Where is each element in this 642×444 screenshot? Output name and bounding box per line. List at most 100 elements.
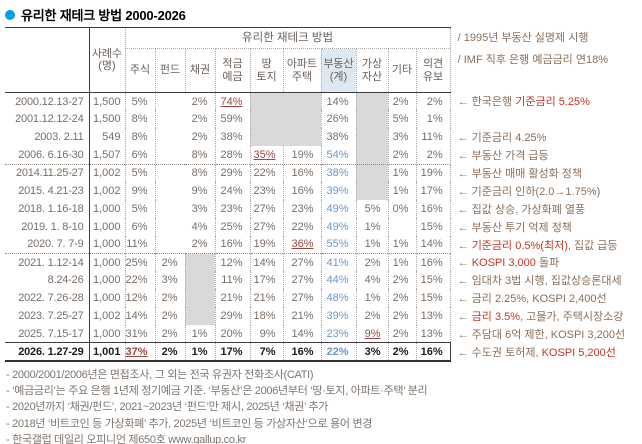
survey-date: 2019. 1. 8-10	[21, 220, 84, 233]
value-cell: 21%	[214, 289, 250, 308]
not-asked-cell	[355, 181, 388, 200]
value-cell: 15%	[415, 289, 451, 308]
value-cell: 2%	[355, 307, 388, 326]
not-asked-cell	[355, 163, 388, 182]
survey-date: 2018. 1.16-18	[18, 202, 84, 215]
value-cell: 2%	[154, 92, 215, 111]
value-cell: 14%	[282, 325, 321, 343]
value-cell: 1%	[184, 325, 215, 343]
value-cell: 3%	[154, 271, 185, 290]
column-header-4: 적금 예금	[214, 48, 250, 93]
not-asked-cell	[355, 146, 388, 165]
value-cell: 24%	[214, 181, 250, 200]
value-cell: 26%	[320, 110, 356, 129]
value-cell: 0%	[387, 199, 416, 218]
value-cell: 16%	[282, 163, 321, 182]
value-cell: 11%	[214, 271, 250, 290]
column-header-1: 주식	[124, 48, 155, 93]
not-asked-cell	[249, 92, 321, 111]
column-header-6: 아파트 주택	[282, 48, 321, 93]
sample-size: 1,000	[88, 253, 125, 272]
footnote: - 한국갤럽 데일리 오피니언 제650호 www.gallup.co.kr	[6, 434, 246, 444]
annotation-text: ←	[457, 311, 472, 324]
column-header-8: 가상 자산	[355, 48, 388, 93]
value-cell: 1%	[387, 181, 416, 200]
value-cell: 27%	[282, 253, 321, 272]
value-cell: 6%	[124, 217, 155, 236]
value-cell: 28%	[214, 146, 250, 165]
bullet-icon	[5, 9, 15, 20]
row-annotation: ← 수도권 토허제, KOSPI 5,200선	[449, 342, 641, 361]
value-cell: 1%	[387, 253, 416, 272]
value-cell: 3%	[154, 199, 215, 218]
page-title: 유리한 재테크 방법 2000-2026	[0, 0, 642, 27]
value-cell: 22%	[320, 342, 356, 362]
table-row: 2026. 1.27-29 1,001 37% 2% 1% 17% 7% 16% 22% 3% 2%…	[5, 342, 641, 362]
survey-date: 2015. 4.21-23	[18, 184, 84, 197]
value-cell: 23%	[320, 325, 356, 343]
not-asked-cell	[355, 92, 388, 111]
sample-size: 1,000	[88, 289, 125, 308]
not-asked-cell	[184, 253, 215, 272]
sample-size: 1,001	[88, 342, 125, 362]
not-asked-cell	[355, 110, 388, 129]
annotation-text: ←	[457, 239, 472, 252]
value-cell: 22%	[249, 163, 283, 182]
value-cell: 11%	[415, 128, 451, 147]
table-row: 2006. 6.16-30 1,507 6% 8% 28% 35% 19% 54% 2% 2% ← …	[5, 146, 641, 165]
value-cell: 41%	[320, 253, 356, 272]
column-header-5: 땅 토지	[249, 48, 283, 93]
value-cell: 1%	[387, 163, 416, 182]
row-annotation	[449, 110, 641, 129]
not-asked-cell	[184, 289, 215, 308]
table-row: 2000.12.13-27 1,500 5% 2% 74% 14% 2% 2% ← 한국은행 기…	[5, 92, 641, 111]
sample-size: 1,500	[88, 92, 125, 111]
value-cell: 14%	[415, 235, 451, 254]
value-cell: 14%	[124, 307, 155, 326]
survey-date: 2014.11.25-27	[5, 163, 89, 182]
value-cell: 16%	[282, 342, 321, 362]
survey-date: 2025. 7.15-17	[18, 327, 84, 340]
value-cell: 2%	[154, 289, 185, 308]
table-row: 2014.11.25-27 1,002 5% 8% 29% 22% 16% 38% 1% 19% ←…	[5, 163, 641, 182]
not-asked-cell	[249, 110, 321, 129]
value-cell: 38%	[214, 128, 250, 147]
value-cell: 5%	[387, 110, 416, 129]
method-group-header: 유리한 재테크 방법	[124, 27, 451, 49]
annotation-text: ← 부동산 가격 급등	[457, 150, 549, 163]
footnote: - 2000/2001/2006년은 면접조사, 그 외는 전국 유권자 전화조…	[6, 368, 314, 381]
value-cell: 2%	[154, 307, 185, 326]
row-annotation: ← 임대차 3법 시행, 집값상승론대세	[449, 271, 641, 290]
annotation-text: 돌파	[535, 257, 560, 270]
value-cell: 22%	[282, 217, 321, 236]
value-cell: 23%	[214, 199, 250, 218]
annotation-text: ← 한국은행	[457, 96, 516, 109]
footnote: - ‘예금금리’는 주요 은행 1년제 정기예금 기준. ‘부동산’은 2006…	[6, 385, 428, 398]
value-cell: 35%	[249, 146, 283, 165]
annotation-text: , 집값 급등	[567, 239, 618, 252]
annotation-text: 금리 3.5%	[471, 311, 521, 324]
column-header-3: 채권	[184, 48, 215, 93]
row-annotation: ← 주담대 6억 제한, KOSPI 3,200선	[449, 325, 641, 343]
not-asked-cell	[184, 307, 215, 326]
value-cell: 21%	[249, 289, 283, 308]
value-cell: 5%	[124, 92, 155, 111]
value-cell: 29%	[214, 307, 250, 326]
value-cell: 3%	[387, 128, 416, 147]
value-cell: 6%	[124, 146, 155, 165]
table-row: 2001.12.12-24 1,500 8% 2% 59% 26% 5% 1%	[5, 110, 641, 129]
value-cell: 19%	[415, 163, 451, 182]
annotation-text: ← 집값 상승, 가상화폐 열풍	[457, 203, 586, 216]
value-cell: 4%	[355, 271, 388, 290]
value-cell: 2%	[387, 307, 416, 326]
value-cell: 38%	[320, 128, 356, 147]
value-cell: 1%	[355, 217, 388, 236]
value-cell: 9%	[355, 325, 388, 343]
table-row: 2020. 7. 7-9 1,000 11% 2% 16% 19% 36% 55% 1% 1% 14…	[5, 235, 641, 254]
value-cell: 16%	[415, 342, 451, 362]
value-cell	[387, 217, 416, 236]
row-annotation: ← 기준금리 4.25%	[449, 128, 641, 147]
value-cell: 36%	[282, 235, 321, 254]
value-cell: 16%	[282, 181, 321, 200]
value-cell: 14%	[320, 92, 356, 111]
